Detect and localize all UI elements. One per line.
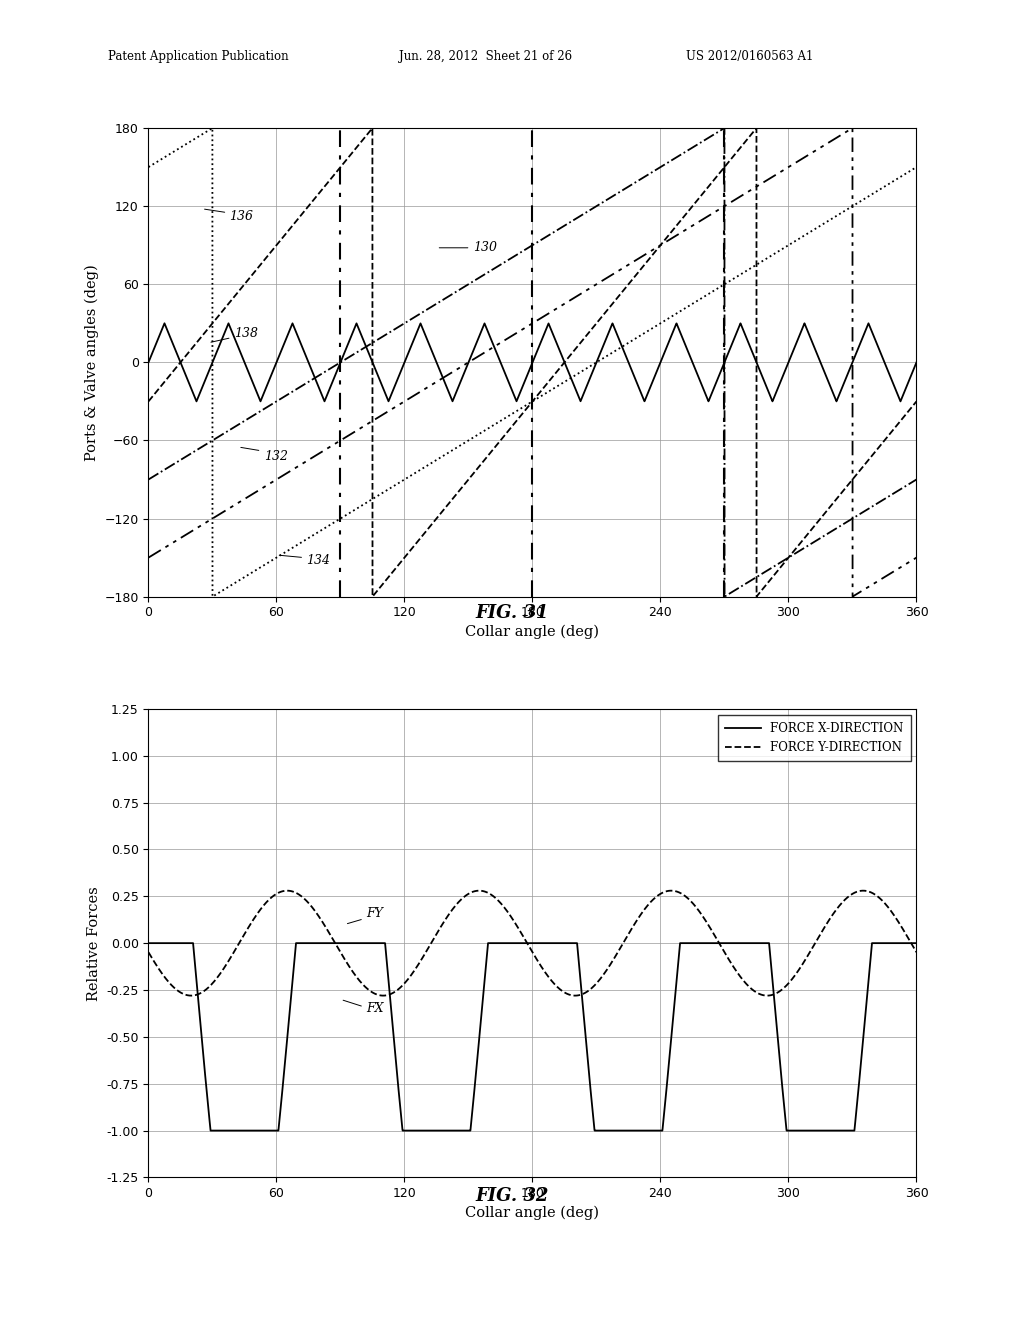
Text: US 2012/0160563 A1: US 2012/0160563 A1 — [686, 50, 813, 63]
FORCE X-DIRECTION — [142, 935, 155, 950]
FORCE X-DIRECTION — [879, 935, 891, 950]
Text: Jun. 28, 2012  Sheet 21 of 26: Jun. 28, 2012 Sheet 21 of 26 — [399, 50, 572, 63]
FORCE Y-DIRECTION — [403, 969, 416, 985]
Y-axis label: Relative Forces: Relative Forces — [87, 886, 100, 1001]
FORCE X-DIRECTION — [205, 1122, 217, 1138]
Text: 138: 138 — [233, 327, 258, 341]
FORCE Y-DIRECTION — [703, 920, 716, 936]
FORCE X-DIRECTION — [703, 935, 716, 950]
Text: FIG. 31: FIG. 31 — [475, 603, 549, 622]
FORCE X-DIRECTION — [868, 935, 881, 950]
Text: 136: 136 — [229, 210, 254, 223]
X-axis label: Collar angle (deg): Collar angle (deg) — [466, 624, 599, 639]
FORCE Y-DIRECTION — [506, 911, 518, 927]
Line: FORCE X-DIRECTION: FORCE X-DIRECTION — [148, 942, 916, 1130]
FORCE Y-DIRECTION — [185, 987, 198, 1003]
FORCE Y-DIRECTION — [910, 944, 923, 960]
Text: FX: FX — [367, 1002, 384, 1015]
Y-axis label: Ports & Valve angles (deg): Ports & Valve angles (deg) — [84, 264, 99, 461]
FORCE Y-DIRECTION — [868, 887, 881, 903]
Text: 130: 130 — [473, 242, 497, 255]
FORCE X-DIRECTION — [403, 1122, 416, 1138]
Text: Patent Application Publication: Patent Application Publication — [108, 50, 288, 63]
Text: FY: FY — [367, 907, 383, 920]
FORCE Y-DIRECTION — [857, 883, 869, 899]
FORCE X-DIRECTION — [506, 935, 518, 950]
FORCE Y-DIRECTION — [725, 956, 737, 972]
Text: FIG. 32: FIG. 32 — [475, 1187, 549, 1205]
FORCE X-DIRECTION — [910, 935, 923, 950]
Text: 132: 132 — [264, 450, 288, 462]
Text: 134: 134 — [306, 553, 331, 566]
FORCE X-DIRECTION — [725, 935, 737, 950]
X-axis label: Collar angle (deg): Collar angle (deg) — [466, 1205, 599, 1220]
FORCE Y-DIRECTION — [142, 944, 155, 960]
FORCE Y-DIRECTION — [879, 895, 891, 911]
Line: FORCE Y-DIRECTION: FORCE Y-DIRECTION — [148, 891, 916, 995]
Legend: FORCE X-DIRECTION, FORCE Y-DIRECTION: FORCE X-DIRECTION, FORCE Y-DIRECTION — [718, 714, 910, 760]
